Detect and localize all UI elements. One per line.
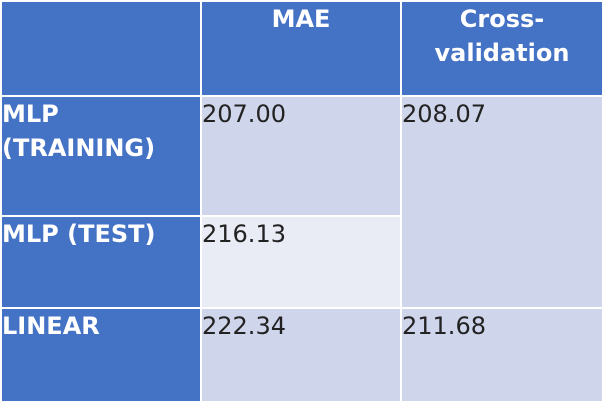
mae-header-cell: MAE (200, 0, 402, 97)
table-row: MLP (TEST) 216.13 (0, 215, 603, 309)
row-label: MLP (TRAINING) (2, 100, 156, 162)
table-row: MLP (TRAINING) 207.00 208.07 (0, 95, 604, 309)
mae-header-label: MAE (271, 5, 331, 33)
cv-value: 211.68 (402, 312, 486, 340)
corner-header-cell (0, 0, 202, 97)
cv-header-label: Cross- validation (434, 5, 570, 67)
mae-cell-linear: 222.34 (200, 307, 402, 403)
mae-value: 207.00 (202, 100, 286, 128)
table-row: LINEAR 222.34 211.68 (0, 307, 604, 403)
mae-value: 222.34 (202, 312, 286, 340)
row-header-mlp-test: MLP (TEST) (0, 215, 202, 309)
cv-value: 208.07 (402, 100, 486, 128)
cv-cell-linear: 211.68 (400, 307, 604, 403)
mae-value: 216.13 (202, 220, 286, 248)
row-header-linear: LINEAR (0, 307, 202, 403)
row-header-mlp-training: MLP (TRAINING) (0, 95, 202, 217)
cv-cell-mlp: 208.07 (400, 95, 604, 309)
header-row: MAE Cross- validation (0, 0, 604, 97)
row-label: LINEAR (2, 312, 100, 340)
cv-header-cell: Cross- validation (400, 0, 604, 97)
mae-cell-mlp-test: 216.13 (200, 215, 402, 309)
row-label: MLP (TEST) (2, 220, 156, 248)
mae-cell-mlp-training: 207.00 (200, 95, 402, 217)
